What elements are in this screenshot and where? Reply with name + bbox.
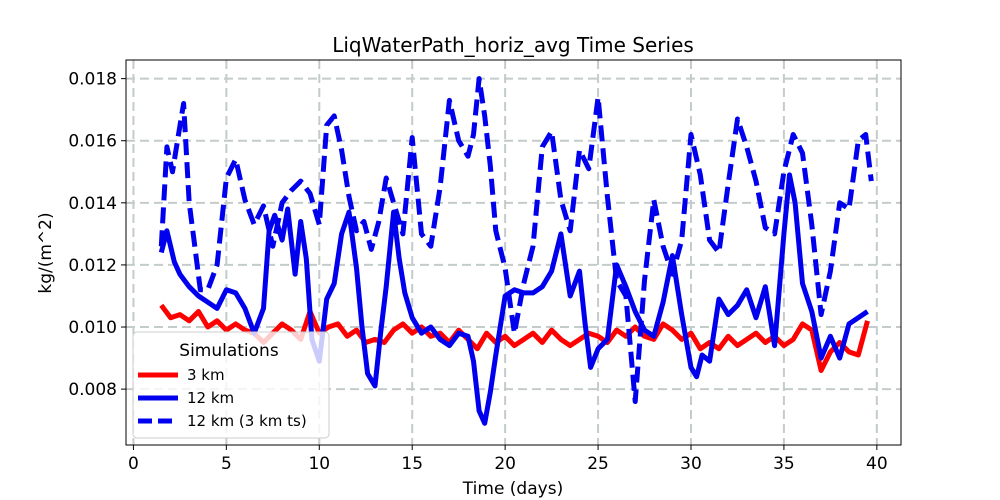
y-tick-label: 0.018 <box>68 70 117 90</box>
x-tick-label: 30 <box>680 454 702 474</box>
x-tick-label: 25 <box>587 454 609 474</box>
series-line-0 <box>159 303 870 373</box>
x-tick-label: 10 <box>308 454 330 474</box>
legend-label-12km: 12 km <box>187 389 234 407</box>
series-line-2 <box>158 76 874 404</box>
y-axis: 0.008 0.010 0.012 0.014 0.016 0.018 <box>68 70 126 400</box>
y-tick-label: 0.008 <box>68 380 117 400</box>
x-axis: 0 5 10 15 20 25 30 35 40 <box>128 445 888 474</box>
legend-label-3km: 3 km <box>187 366 225 384</box>
legend-label-12km-3km-ts: 12 km (3 km ts) <box>187 412 307 430</box>
x-tick-label: 5 <box>221 454 232 474</box>
x-tick-label: 15 <box>401 454 423 474</box>
x-tick-label: 35 <box>773 454 795 474</box>
y-tick-label: 0.010 <box>68 318 117 338</box>
plot-frame <box>125 59 902 446</box>
x-tick-label: 40 <box>866 454 888 474</box>
y-tick-label: 0.014 <box>68 194 117 214</box>
x-axis-label: Time (days) <box>462 479 563 499</box>
legend-title: Simulations <box>179 341 279 361</box>
series-group <box>158 76 874 426</box>
chart-title: LiqWaterPath_horiz_avg Time Series <box>332 33 694 57</box>
legend: Simulations 3 km 12 km 12 km (3 km ts) <box>132 331 330 439</box>
y-axis-label: kg/(m^2) <box>36 212 56 293</box>
y-tick-label: 0.012 <box>68 256 117 276</box>
y-tick-label: 0.016 <box>68 132 117 152</box>
series-line-1 <box>158 172 869 426</box>
legend-box <box>132 331 330 439</box>
x-tick-label: 0 <box>128 454 139 474</box>
x-tick-label: 20 <box>494 454 516 474</box>
